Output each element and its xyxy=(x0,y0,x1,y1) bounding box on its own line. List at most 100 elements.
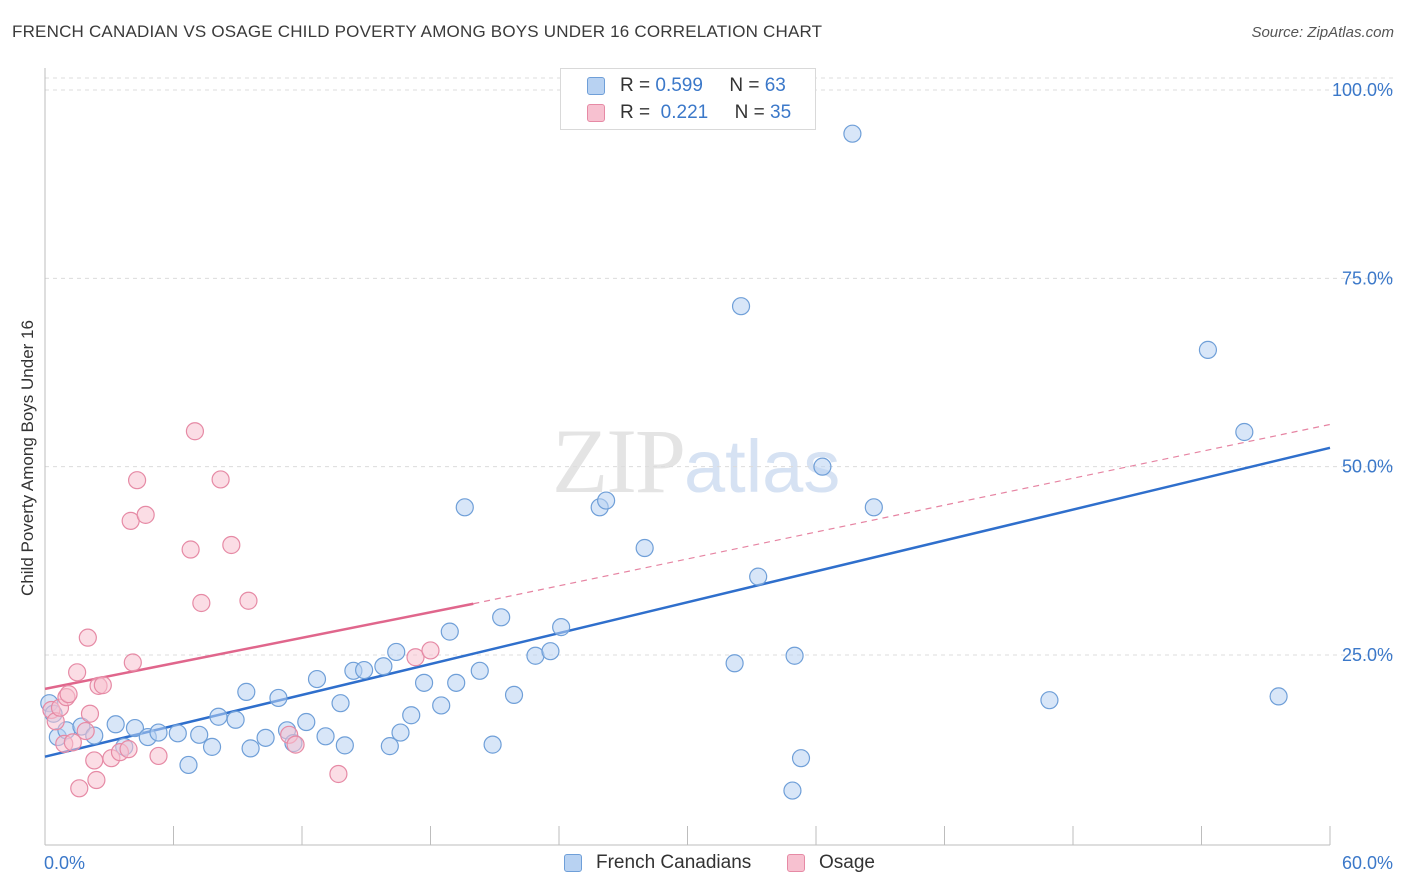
french-canadians-point xyxy=(316,727,335,746)
french-canadians-point xyxy=(226,710,245,729)
french-canadians-point xyxy=(335,736,354,755)
osage-point xyxy=(136,505,155,524)
osage-point xyxy=(406,648,425,667)
french-canadians-point xyxy=(374,657,393,676)
osage-point xyxy=(93,676,112,695)
french-canadians-point xyxy=(470,661,489,680)
osage-point xyxy=(421,641,440,660)
y-tick-label: 50.0% xyxy=(1342,457,1393,477)
n-value: 63 xyxy=(764,75,786,96)
r-value: 0.599 xyxy=(655,75,703,96)
french-canadians-swatch xyxy=(564,854,582,872)
trend-line-extension xyxy=(473,423,1331,605)
osage-point xyxy=(185,422,205,441)
tick-labels: 25.0% 50.0% 75.0% 100.0% 0.0% 60.0% xyxy=(44,80,1393,873)
osage-point xyxy=(59,685,78,704)
watermark-zip: ZIP xyxy=(552,410,686,512)
french-canadians-point xyxy=(597,491,616,510)
french-canadians-point xyxy=(526,646,545,665)
osage-point xyxy=(211,470,230,489)
french-canadians-point xyxy=(455,498,474,517)
osage-point xyxy=(85,751,104,770)
french-canadians-point xyxy=(731,297,751,316)
osage-point xyxy=(70,779,89,798)
osage-point xyxy=(123,653,142,672)
french-canadians-point xyxy=(864,498,883,517)
french-canadians-point xyxy=(492,608,511,627)
french-canadians-point xyxy=(355,660,374,680)
osage-point xyxy=(80,704,100,723)
french-canadians-point xyxy=(297,712,316,732)
french-canadians-point xyxy=(432,696,451,715)
stats-legend: R = 0.599 N = 63 R = 0.221 N = 35 xyxy=(560,68,816,130)
chart-title: FRENCH CANADIAN VS OSAGE CHILD POVERTY A… xyxy=(12,22,823,41)
trend-line xyxy=(44,602,474,691)
french-canadians-point xyxy=(237,682,256,701)
french-canadians-point xyxy=(785,646,804,665)
french-canadians-point xyxy=(1269,687,1288,706)
french-canadians-point xyxy=(307,669,327,689)
french-canadians-point xyxy=(447,673,466,692)
n-label: N = xyxy=(729,75,760,96)
osage-point xyxy=(329,764,348,784)
stats-text: R = 0.599 N = 63 xyxy=(620,75,786,97)
y-tick-label: 100.0% xyxy=(1332,80,1393,100)
french-canadians-point xyxy=(635,538,654,558)
french-canadians-point xyxy=(209,707,228,726)
grid-lines xyxy=(45,77,1395,656)
french-canadians-point xyxy=(106,715,125,734)
x-tick-label: 60.0% xyxy=(1342,853,1393,873)
legend-label: Osage xyxy=(819,852,875,873)
osage-point xyxy=(222,535,241,555)
legend-label: French Canadians xyxy=(596,852,752,873)
osage-point xyxy=(87,770,106,790)
french-canadians-point xyxy=(149,723,168,742)
french-canadians-point xyxy=(483,735,502,754)
osage-point xyxy=(192,593,211,613)
french-canadians-point xyxy=(783,781,802,800)
french-canadians-point xyxy=(202,737,222,756)
osage-point xyxy=(68,663,87,682)
french-canadians-point xyxy=(414,673,434,692)
osage-point xyxy=(78,628,97,647)
osage-point xyxy=(127,471,147,490)
osage-swatch xyxy=(787,854,805,872)
french-canadians-point xyxy=(125,718,145,738)
x-tick-label: 0.0% xyxy=(44,853,85,873)
stats-text: R = 0.221 N = 35 xyxy=(620,102,791,124)
osage-point xyxy=(76,721,95,741)
french-canadians-point xyxy=(813,457,832,476)
french-canadians-point xyxy=(1198,340,1218,359)
french-canadians-point xyxy=(190,725,209,744)
osage-point xyxy=(149,746,168,766)
french-canadians-point xyxy=(725,654,744,673)
n-value: 35 xyxy=(770,102,792,123)
n-label: N = xyxy=(734,102,765,123)
french-canadians-point xyxy=(168,724,187,743)
french-canadians-point xyxy=(440,622,459,641)
osage-point xyxy=(119,740,138,759)
french-canadians-point xyxy=(1235,422,1254,442)
french-canadians-point xyxy=(791,749,811,768)
french-canadians-swatch xyxy=(587,77,605,95)
french-canadians-point xyxy=(387,642,406,662)
french-canadians-point xyxy=(380,737,399,756)
trend-line xyxy=(44,446,1331,758)
french-canadians-point xyxy=(256,728,275,747)
r-value: 0.221 xyxy=(660,102,709,123)
french-canadians-point xyxy=(541,642,560,661)
french-canadians-point xyxy=(402,706,421,725)
data-points xyxy=(40,124,1288,800)
r-label: R = xyxy=(620,102,651,123)
french-canadians-point xyxy=(331,694,350,713)
french-canadians-point xyxy=(241,739,260,758)
french-canadians-point xyxy=(391,723,410,742)
french-canadians-point xyxy=(843,124,862,143)
source-label: Source: ZipAtlas.com xyxy=(1251,24,1394,41)
r-label: R = xyxy=(620,75,651,96)
osage-point xyxy=(286,735,305,754)
osage-point xyxy=(181,540,200,559)
osage-point xyxy=(63,733,82,752)
osage-point xyxy=(239,591,258,610)
french-canadians-point xyxy=(749,567,768,586)
